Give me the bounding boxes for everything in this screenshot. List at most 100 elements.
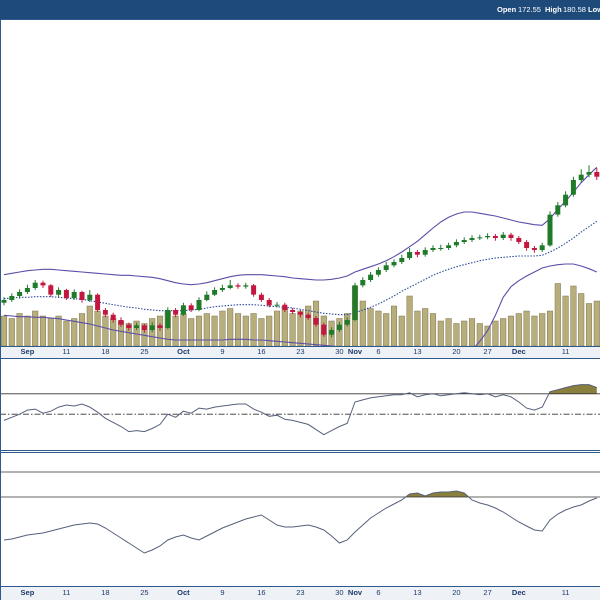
x-tick-label: 6 [376, 347, 380, 356]
volume-bar [273, 310, 281, 346]
candle-body [173, 310, 179, 315]
indicator-panel [0, 471, 600, 554]
volume-bar [266, 315, 273, 346]
volume-bar [492, 320, 499, 346]
volume-bar [39, 315, 47, 346]
volume-bar [359, 300, 366, 346]
candle-body [531, 248, 537, 250]
x-tick-label: 20 [452, 588, 460, 597]
candle-body [407, 252, 413, 258]
candle-body [508, 234, 514, 238]
x-tick-label: 18 [101, 588, 109, 597]
candle-body [282, 304, 288, 310]
volume-bar [32, 310, 39, 346]
x-tick-label: 13 [413, 588, 421, 597]
volume-bar [94, 310, 101, 346]
band-line [3, 220, 598, 316]
volume-bar [375, 310, 382, 346]
x-tick-label: Dec [512, 347, 526, 356]
volume-bar [102, 315, 109, 346]
x-axis-strip [0, 586, 600, 600]
x-tick-label: Sep [21, 347, 35, 356]
volume-bar [0, 315, 8, 346]
volume-bar [593, 300, 600, 346]
candle-body [40, 282, 46, 286]
band-line [3, 166, 598, 286]
header-label: Open [497, 5, 517, 14]
volume-bar [281, 308, 288, 346]
candle-body [594, 172, 600, 177]
indicator-line [3, 490, 597, 554]
candle-body [446, 245, 452, 248]
candle-body [329, 330, 335, 335]
volume-bar [515, 313, 522, 346]
volume-bar [398, 315, 405, 346]
volume-bar [78, 313, 86, 346]
volume-bar [554, 283, 561, 346]
volume-bar [383, 313, 390, 346]
x-tick-label: Nov [348, 588, 363, 597]
volume-bar [188, 318, 195, 346]
candle-body [422, 250, 428, 255]
candle-body [56, 290, 62, 295]
candle-body [48, 285, 54, 295]
candle-body [477, 237, 483, 239]
candle-body [438, 248, 444, 249]
candle-body [399, 258, 405, 262]
band-line [3, 263, 598, 346]
x-tick-label: Oct [177, 347, 190, 356]
candle-body [524, 242, 530, 248]
volume-bar [445, 318, 452, 346]
candle-body [235, 285, 241, 287]
x-tick-label: 27 [483, 347, 491, 356]
volume-bar [531, 315, 538, 346]
volume-bar [195, 315, 203, 346]
candle-body [196, 300, 202, 310]
x-tick-label: 11 [562, 347, 570, 356]
volume-bar [156, 315, 164, 346]
volume-bar [305, 305, 312, 346]
candle-body [126, 324, 132, 328]
candle-body [258, 294, 264, 300]
candle-body [266, 300, 272, 306]
volume-bar [414, 310, 421, 346]
candle-body [539, 245, 545, 250]
candle-body [453, 242, 459, 246]
header-label: Low [588, 5, 600, 14]
volume-bar [523, 310, 530, 346]
x-tick-label: 6 [376, 588, 380, 597]
x-tick-label: Oct [177, 588, 190, 597]
candle-body [344, 320, 350, 325]
volume-bar [258, 318, 265, 346]
volume-bar [461, 320, 468, 346]
candle-body [430, 248, 436, 250]
candle-body [290, 310, 296, 312]
x-tick-label: 11 [63, 347, 71, 356]
candle-body [9, 296, 15, 300]
x-tick-label: 23 [296, 588, 304, 597]
volume-bar [437, 320, 444, 346]
candle-body [134, 325, 140, 328]
x-tick-label: 13 [413, 347, 421, 356]
candle-body [313, 318, 319, 325]
volume-bar [367, 308, 374, 346]
candle-body [141, 325, 147, 330]
volume-bar [86, 305, 93, 346]
candle-body [469, 238, 475, 240]
candle-body [227, 285, 233, 288]
candle-body [500, 234, 506, 238]
candle-body [110, 314, 116, 320]
volume-bar [16, 313, 23, 346]
x-tick-label: Nov [348, 347, 363, 356]
volume-bar [406, 295, 413, 346]
x-tick-label: 25 [140, 588, 148, 597]
volume-bar [390, 305, 398, 346]
volume-bar [429, 313, 437, 346]
candle-body [79, 292, 85, 300]
candle-body [165, 310, 171, 328]
candle-body [1, 300, 7, 303]
x-tick-label: 18 [101, 347, 109, 356]
candle-body [570, 180, 576, 195]
volume-bar [211, 315, 218, 346]
